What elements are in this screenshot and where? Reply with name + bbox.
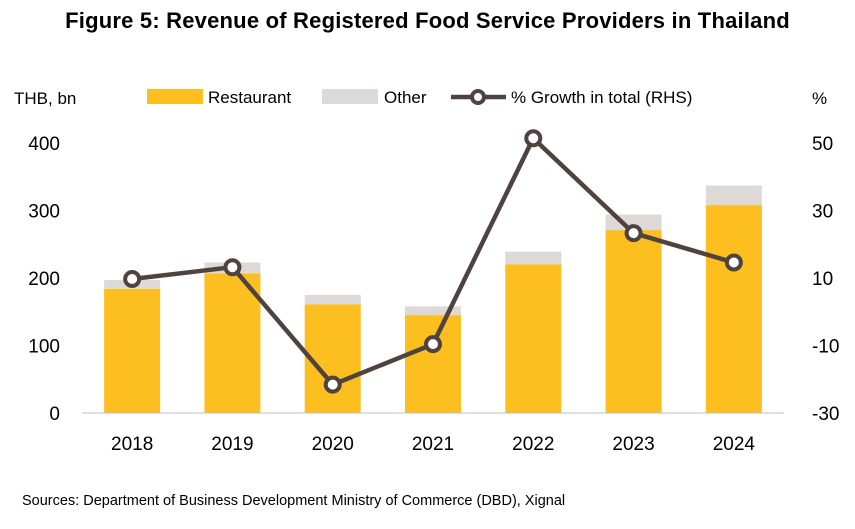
legend-swatch-growth-marker: [470, 89, 486, 105]
growth-point-2019: [223, 258, 242, 277]
left-tick-label: 200: [28, 269, 60, 290]
growth-point-2024: [724, 253, 743, 272]
bar-restaurant-2022: [505, 264, 562, 413]
x-tick-label: 2020: [312, 434, 354, 455]
x-tick-label: 2021: [412, 434, 454, 455]
bar-restaurant-2020: [304, 304, 361, 413]
right-tick-label: -10: [812, 337, 839, 358]
bar-restaurant-2019: [204, 273, 261, 413]
bar-other-2021: [405, 306, 461, 316]
right-tick-label: 50: [812, 134, 833, 155]
left-tick-label: 300: [28, 202, 60, 223]
bar-restaurant-2023: [605, 230, 662, 413]
legend-swatch-restaurant: [147, 89, 203, 104]
x-tick-label: 2023: [612, 434, 654, 455]
left-axis-ticks: 0 100 200 300 400: [28, 134, 60, 425]
x-axis-ticks: 2018 2019 2020 2021 2022 2023 2024: [111, 434, 755, 455]
growth-line-layer: [123, 129, 743, 394]
legend-swatch-other: [322, 89, 378, 104]
bars-layer: [104, 185, 762, 413]
growth-point-2023: [624, 224, 643, 243]
x-tick-label: 2019: [211, 434, 253, 455]
growth-point-2022: [524, 129, 543, 148]
right-tick-label: -30: [812, 404, 839, 425]
growth-point-2020: [323, 375, 342, 394]
legend-label-restaurant: Restaurant: [208, 88, 291, 107]
bar-other-2022: [505, 251, 562, 265]
legend-label-other: Other: [384, 88, 427, 107]
source-note: Sources: Department of Business Developm…: [22, 493, 566, 509]
growth-point-2021: [424, 335, 442, 354]
legend-label-growth: % Growth in total (RHS): [511, 88, 692, 107]
left-tick-label: 0: [49, 404, 60, 425]
chart-title: Figure 5: Revenue of Registered Food Ser…: [65, 8, 790, 33]
bar-other-2024: [705, 185, 762, 206]
right-axis-ticks: -30 -10 10 30 50: [812, 134, 839, 425]
legend: Restaurant Other % Growth in total (RHS): [147, 88, 692, 107]
left-tick-label: 400: [28, 134, 60, 155]
x-tick-label: 2024: [713, 434, 756, 455]
right-axis-unit: %: [812, 89, 827, 108]
bar-restaurant-2021: [405, 315, 461, 413]
bar-restaurant-2024: [705, 205, 762, 413]
right-tick-label: 30: [812, 202, 833, 223]
left-tick-label: 100: [28, 337, 60, 358]
growth-point-2018: [123, 270, 142, 289]
bar-restaurant-2018: [104, 288, 161, 413]
x-tick-label: 2022: [512, 434, 554, 455]
x-tick-label: 2018: [111, 434, 153, 455]
bar-other-2020: [304, 294, 361, 305]
left-axis-unit: THB, bn: [14, 89, 76, 108]
right-tick-label: 10: [812, 269, 833, 290]
